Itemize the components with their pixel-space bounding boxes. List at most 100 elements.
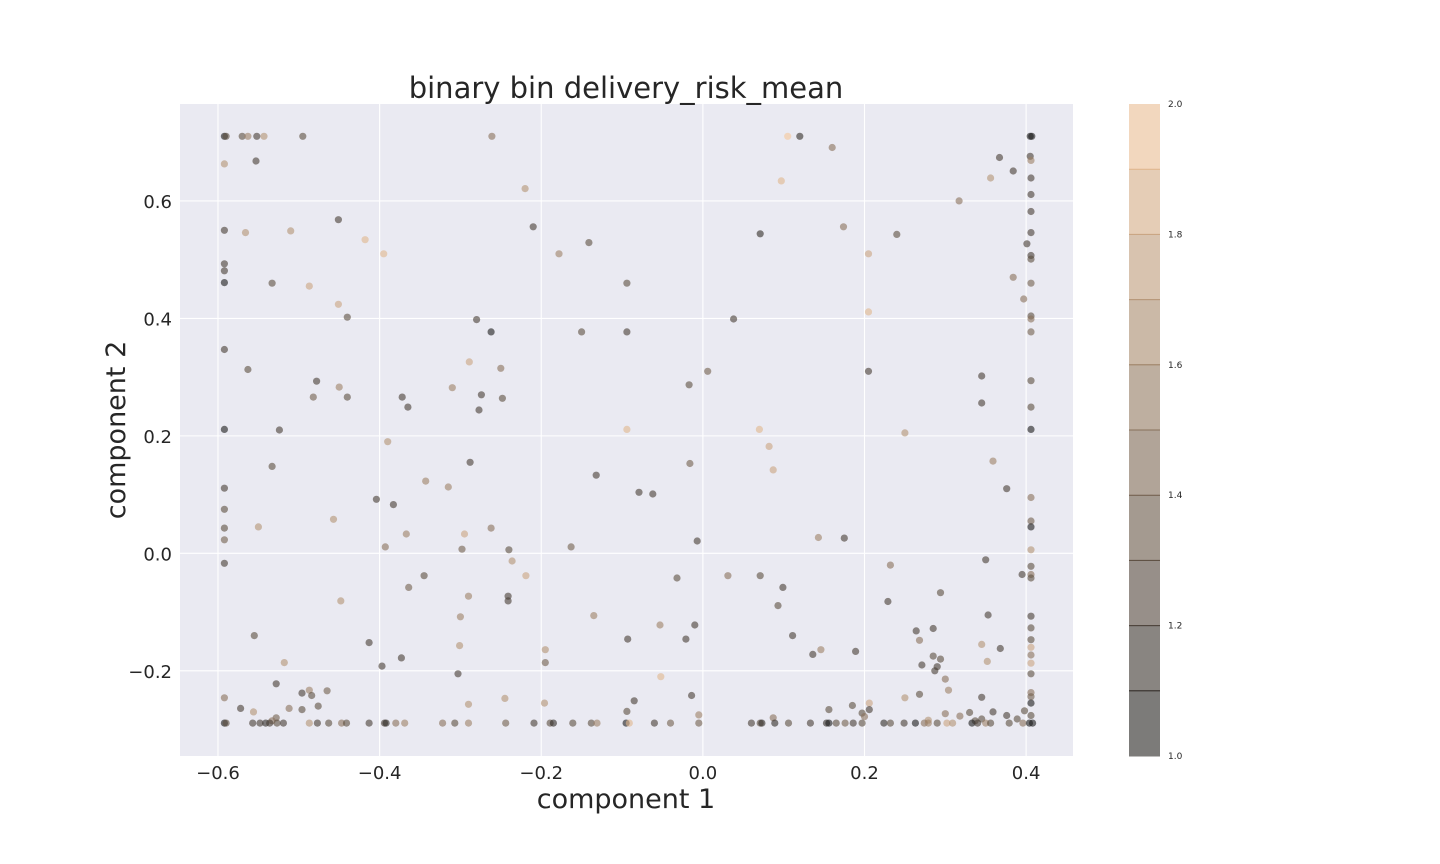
- scatter-point: [784, 132, 792, 140]
- scatter-point: [451, 719, 459, 727]
- y-tick-label: 0.6: [143, 192, 172, 213]
- x-tick-label: 0.0: [689, 763, 718, 784]
- scatter-point: [685, 381, 693, 389]
- scatter-point: [287, 227, 295, 235]
- scatter-point: [1027, 711, 1035, 720]
- scatter-point: [673, 574, 681, 582]
- scatter-point: [949, 719, 957, 727]
- scatter-point: [502, 719, 510, 727]
- colorbar-segment: [1129, 234, 1160, 301]
- scatter-point: [649, 490, 657, 498]
- scatter-point: [244, 365, 252, 374]
- scatter-point: [241, 229, 250, 237]
- scatter-point: [448, 384, 456, 392]
- colorbar-tick-label: 1.8: [1168, 230, 1183, 240]
- x-tick-label: −0.4: [358, 763, 402, 784]
- scatter-point: [314, 702, 322, 710]
- scatter-point: [404, 403, 412, 411]
- scatter-point: [334, 216, 342, 224]
- colorbar-tick-label: 1.4: [1168, 491, 1183, 501]
- scatter-point: [1027, 403, 1035, 411]
- scatter-point: [915, 690, 924, 698]
- scatter-point: [765, 442, 773, 450]
- scatter-point: [893, 230, 901, 238]
- scatter-point: [982, 556, 990, 564]
- y-tick-label: −0.2: [128, 662, 172, 683]
- scatter-point: [1020, 295, 1028, 303]
- colorbar-segment: [1129, 169, 1160, 235]
- scatter-point: [1028, 132, 1036, 140]
- scatter-point: [488, 132, 496, 140]
- scatter-point: [941, 710, 949, 718]
- colorbar-segment: [1129, 299, 1160, 366]
- scatter-point: [756, 230, 764, 238]
- scatter-point: [756, 572, 764, 580]
- scatter-point: [1027, 425, 1035, 433]
- colorbar-segment: [1129, 430, 1160, 496]
- scatter-point: [1005, 719, 1013, 727]
- scatter-point: [1027, 659, 1035, 667]
- scatter-point: [623, 328, 631, 336]
- scatter-point: [806, 719, 815, 727]
- scatter-point: [789, 632, 797, 640]
- scatter-point: [864, 250, 873, 258]
- scatter-point: [343, 393, 351, 401]
- scatter-point: [444, 483, 452, 491]
- scatter-point: [1027, 156, 1035, 164]
- scatter-point: [521, 185, 529, 193]
- scatter-point: [623, 707, 631, 716]
- scatter-point: [1027, 546, 1035, 554]
- colorbar-segment: [1129, 560, 1160, 627]
- scatter-point: [401, 719, 409, 727]
- scatter-point: [222, 719, 230, 727]
- scatter-point: [504, 597, 512, 605]
- scatter-point: [978, 372, 986, 380]
- scatter-point: [686, 459, 694, 468]
- scatter-point: [657, 673, 665, 681]
- scatter-point: [299, 132, 307, 140]
- scatter-point: [841, 719, 849, 727]
- scatter-point: [779, 583, 787, 592]
- scatter-point: [1027, 699, 1035, 707]
- scatter-point: [308, 691, 316, 700]
- scatter-point: [1020, 707, 1029, 715]
- scatter-point: [477, 391, 485, 399]
- scatter-point: [522, 572, 530, 580]
- scatter-point: [439, 719, 447, 727]
- scatter-point: [238, 132, 246, 140]
- scatter-point: [280, 659, 288, 667]
- scatter-point: [623, 425, 631, 433]
- scatter-point: [1009, 167, 1017, 175]
- scatter-point: [966, 708, 974, 717]
- scatter-point: [864, 308, 873, 316]
- scatter-point: [936, 655, 945, 663]
- scatter-point: [695, 711, 703, 719]
- scatter-point: [682, 635, 690, 643]
- scatter-point: [252, 157, 260, 165]
- scatter-point: [1027, 174, 1035, 182]
- scatter-point: [666, 719, 675, 727]
- scatter-point: [268, 462, 276, 470]
- colorbar-tick-label: 1.0: [1168, 752, 1183, 762]
- scatter-point: [901, 694, 909, 702]
- y-axis-ticks: −0.2 0.0 0.2 0.4 0.6: [128, 192, 172, 683]
- scatter-point: [382, 719, 390, 727]
- scatter-point: [590, 612, 598, 620]
- scatter-point: [220, 694, 228, 702]
- scatter-point: [220, 536, 228, 544]
- scatter-point: [1027, 377, 1035, 385]
- scatter-point: [249, 719, 257, 727]
- scatter-point: [220, 260, 228, 268]
- scatter-point: [337, 597, 345, 605]
- scatter-point: [220, 505, 228, 513]
- scatter-point: [911, 719, 920, 727]
- scatter-point: [1027, 328, 1035, 336]
- x-tick-label: −0.2: [519, 763, 563, 784]
- scatter-point: [918, 661, 926, 669]
- scatter-point: [578, 328, 586, 336]
- scatter-point: [849, 719, 857, 727]
- y-axis-label: component 2: [101, 341, 132, 520]
- scatter-point: [630, 697, 638, 705]
- scatter-point: [825, 706, 833, 714]
- scatter-point: [886, 719, 895, 727]
